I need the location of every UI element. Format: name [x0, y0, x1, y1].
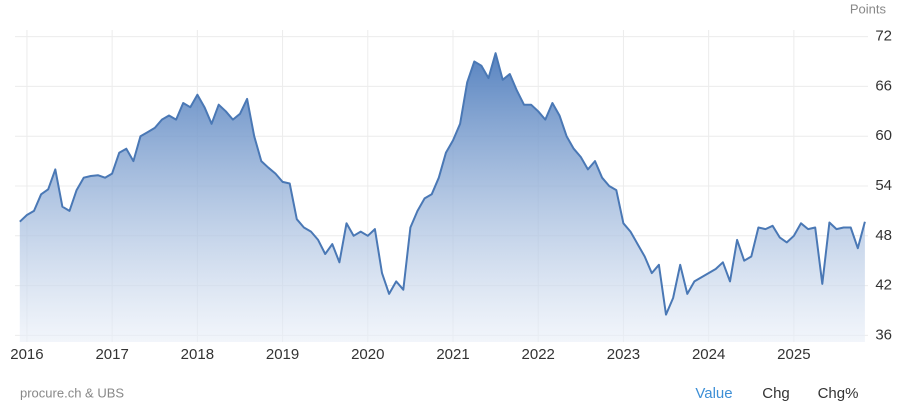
unit-label: Points — [850, 1, 887, 16]
plot — [19, 52, 866, 342]
y-tick-label: 66 — [875, 77, 892, 94]
chg-button[interactable]: Chg — [762, 385, 790, 402]
series-line — [19, 52, 866, 316]
x-tick-label: 2025 — [777, 346, 810, 363]
x-tick-label: 2023 — [607, 346, 640, 363]
x-tick-label: 2024 — [692, 346, 725, 363]
y-tick-label: 42 — [875, 277, 892, 294]
x-tick-label: 2019 — [266, 346, 299, 363]
x-tick-label: 2021 — [436, 346, 469, 363]
x-tick-label: 2018 — [181, 346, 214, 363]
x-tick-label: 2016 — [10, 346, 43, 363]
y-tick-label: 72 — [875, 28, 892, 45]
y-tick-label: 48 — [875, 227, 892, 244]
source: procure.ch & UBS — [20, 385, 124, 400]
y-tick-label: 60 — [875, 127, 892, 144]
area-fill — [19, 53, 865, 342]
x-tick-label: 2022 — [522, 346, 555, 363]
y-tick-label: 54 — [875, 177, 892, 194]
x-tick-label: 2017 — [95, 346, 128, 363]
x-tick-label: 2020 — [351, 346, 384, 363]
axes: 36 42 48 54 60 66 72 2016 2017 2018 2019 2020 2021 20… — [10, 28, 892, 363]
chg-pct-button[interactable]: Chg% — [818, 385, 859, 402]
y-tick-label: 36 — [875, 326, 892, 343]
value-button[interactable]: Value — [695, 385, 732, 402]
